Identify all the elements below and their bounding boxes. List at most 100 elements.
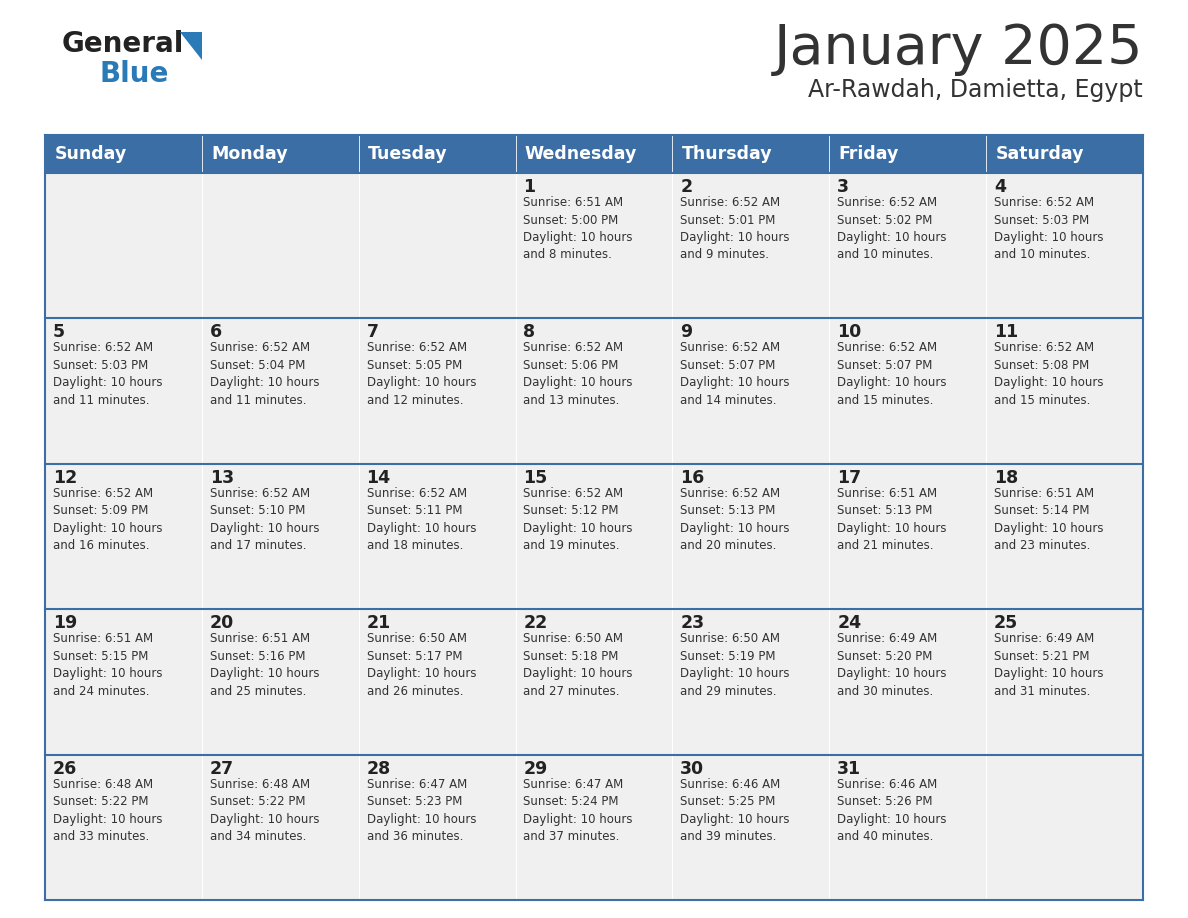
Text: Sunrise: 6:52 AM
Sunset: 5:08 PM
Daylight: 10 hours
and 15 minutes.: Sunrise: 6:52 AM Sunset: 5:08 PM Dayligh…: [994, 341, 1104, 407]
Text: Sunrise: 6:52 AM
Sunset: 5:09 PM
Daylight: 10 hours
and 16 minutes.: Sunrise: 6:52 AM Sunset: 5:09 PM Dayligh…: [52, 487, 163, 553]
Bar: [202, 755, 359, 900]
Bar: [359, 610, 516, 755]
Text: Sunrise: 6:52 AM
Sunset: 5:06 PM
Daylight: 10 hours
and 13 minutes.: Sunrise: 6:52 AM Sunset: 5:06 PM Dayligh…: [524, 341, 633, 407]
Text: Sunrise: 6:50 AM
Sunset: 5:17 PM
Daylight: 10 hours
and 26 minutes.: Sunrise: 6:50 AM Sunset: 5:17 PM Dayligh…: [367, 633, 476, 698]
Bar: [45, 173, 202, 319]
Text: Sunrise: 6:48 AM
Sunset: 5:22 PM
Daylight: 10 hours
and 34 minutes.: Sunrise: 6:48 AM Sunset: 5:22 PM Dayligh…: [210, 778, 320, 843]
Text: Friday: Friday: [839, 145, 899, 163]
Text: Sunrise: 6:51 AM
Sunset: 5:16 PM
Daylight: 10 hours
and 25 minutes.: Sunrise: 6:51 AM Sunset: 5:16 PM Dayligh…: [210, 633, 320, 698]
Text: 25: 25: [994, 614, 1018, 633]
Bar: [359, 135, 516, 173]
Text: 21: 21: [367, 614, 391, 633]
Bar: [359, 173, 516, 319]
Bar: [202, 173, 359, 319]
Bar: [45, 319, 202, 464]
Bar: [516, 755, 672, 900]
Bar: [672, 319, 829, 464]
Bar: [45, 464, 202, 610]
Text: Sunrise: 6:49 AM
Sunset: 5:20 PM
Daylight: 10 hours
and 30 minutes.: Sunrise: 6:49 AM Sunset: 5:20 PM Dayligh…: [838, 633, 947, 698]
Text: Wednesday: Wednesday: [525, 145, 637, 163]
Bar: [516, 135, 672, 173]
Text: Ar-Rawdah, Damietta, Egypt: Ar-Rawdah, Damietta, Egypt: [808, 78, 1143, 102]
Text: Sunrise: 6:51 AM
Sunset: 5:14 PM
Daylight: 10 hours
and 23 minutes.: Sunrise: 6:51 AM Sunset: 5:14 PM Dayligh…: [994, 487, 1104, 553]
Bar: [516, 173, 672, 319]
Text: 7: 7: [367, 323, 379, 341]
Text: Sunrise: 6:52 AM
Sunset: 5:12 PM
Daylight: 10 hours
and 19 minutes.: Sunrise: 6:52 AM Sunset: 5:12 PM Dayligh…: [524, 487, 633, 553]
Text: 26: 26: [52, 759, 77, 778]
Text: 6: 6: [210, 323, 222, 341]
Text: 4: 4: [994, 178, 1006, 196]
Text: 27: 27: [210, 759, 234, 778]
Bar: [672, 173, 829, 319]
Text: Sunrise: 6:52 AM
Sunset: 5:07 PM
Daylight: 10 hours
and 14 minutes.: Sunrise: 6:52 AM Sunset: 5:07 PM Dayligh…: [681, 341, 790, 407]
Text: 28: 28: [367, 759, 391, 778]
Bar: [202, 610, 359, 755]
Text: Blue: Blue: [100, 60, 170, 88]
Bar: [986, 464, 1143, 610]
Text: Sunrise: 6:52 AM
Sunset: 5:03 PM
Daylight: 10 hours
and 10 minutes.: Sunrise: 6:52 AM Sunset: 5:03 PM Dayligh…: [994, 196, 1104, 262]
Bar: [986, 755, 1143, 900]
Text: 23: 23: [681, 614, 704, 633]
Bar: [359, 464, 516, 610]
Text: 5: 5: [52, 323, 65, 341]
Text: Sunday: Sunday: [55, 145, 127, 163]
Text: Sunrise: 6:51 AM
Sunset: 5:00 PM
Daylight: 10 hours
and 8 minutes.: Sunrise: 6:51 AM Sunset: 5:00 PM Dayligh…: [524, 196, 633, 262]
Text: 19: 19: [52, 614, 77, 633]
Text: 3: 3: [838, 178, 849, 196]
Text: Sunrise: 6:48 AM
Sunset: 5:22 PM
Daylight: 10 hours
and 33 minutes.: Sunrise: 6:48 AM Sunset: 5:22 PM Dayligh…: [52, 778, 163, 843]
Bar: [829, 319, 986, 464]
Text: Sunrise: 6:51 AM
Sunset: 5:15 PM
Daylight: 10 hours
and 24 minutes.: Sunrise: 6:51 AM Sunset: 5:15 PM Dayligh…: [52, 633, 163, 698]
Text: 15: 15: [524, 469, 548, 487]
Text: Sunrise: 6:49 AM
Sunset: 5:21 PM
Daylight: 10 hours
and 31 minutes.: Sunrise: 6:49 AM Sunset: 5:21 PM Dayligh…: [994, 633, 1104, 698]
Text: 2: 2: [681, 178, 693, 196]
Text: 12: 12: [52, 469, 77, 487]
Bar: [359, 755, 516, 900]
Bar: [829, 173, 986, 319]
Text: General: General: [62, 30, 184, 58]
Text: Sunrise: 6:47 AM
Sunset: 5:23 PM
Daylight: 10 hours
and 36 minutes.: Sunrise: 6:47 AM Sunset: 5:23 PM Dayligh…: [367, 778, 476, 843]
Text: 13: 13: [210, 469, 234, 487]
Bar: [45, 610, 202, 755]
Text: Sunrise: 6:52 AM
Sunset: 5:13 PM
Daylight: 10 hours
and 20 minutes.: Sunrise: 6:52 AM Sunset: 5:13 PM Dayligh…: [681, 487, 790, 553]
Text: 1: 1: [524, 178, 536, 196]
Polygon shape: [181, 32, 202, 60]
Bar: [829, 610, 986, 755]
Text: Sunrise: 6:52 AM
Sunset: 5:03 PM
Daylight: 10 hours
and 11 minutes.: Sunrise: 6:52 AM Sunset: 5:03 PM Dayligh…: [52, 341, 163, 407]
Bar: [829, 135, 986, 173]
Text: Sunrise: 6:50 AM
Sunset: 5:19 PM
Daylight: 10 hours
and 29 minutes.: Sunrise: 6:50 AM Sunset: 5:19 PM Dayligh…: [681, 633, 790, 698]
Text: Sunrise: 6:52 AM
Sunset: 5:01 PM
Daylight: 10 hours
and 9 minutes.: Sunrise: 6:52 AM Sunset: 5:01 PM Dayligh…: [681, 196, 790, 262]
Text: 29: 29: [524, 759, 548, 778]
Bar: [672, 610, 829, 755]
Text: 16: 16: [681, 469, 704, 487]
Bar: [672, 135, 829, 173]
Bar: [516, 464, 672, 610]
Text: Sunrise: 6:52 AM
Sunset: 5:07 PM
Daylight: 10 hours
and 15 minutes.: Sunrise: 6:52 AM Sunset: 5:07 PM Dayligh…: [838, 341, 947, 407]
Bar: [672, 755, 829, 900]
Bar: [986, 610, 1143, 755]
Text: 14: 14: [367, 469, 391, 487]
Text: January 2025: January 2025: [773, 22, 1143, 76]
Text: Sunrise: 6:51 AM
Sunset: 5:13 PM
Daylight: 10 hours
and 21 minutes.: Sunrise: 6:51 AM Sunset: 5:13 PM Dayligh…: [838, 487, 947, 553]
Bar: [986, 319, 1143, 464]
Bar: [202, 464, 359, 610]
Text: Sunrise: 6:52 AM
Sunset: 5:05 PM
Daylight: 10 hours
and 12 minutes.: Sunrise: 6:52 AM Sunset: 5:05 PM Dayligh…: [367, 341, 476, 407]
Text: 20: 20: [210, 614, 234, 633]
Text: 17: 17: [838, 469, 861, 487]
Bar: [516, 319, 672, 464]
Bar: [672, 464, 829, 610]
Bar: [829, 464, 986, 610]
Text: 31: 31: [838, 759, 861, 778]
Text: Sunrise: 6:52 AM
Sunset: 5:04 PM
Daylight: 10 hours
and 11 minutes.: Sunrise: 6:52 AM Sunset: 5:04 PM Dayligh…: [210, 341, 320, 407]
Text: 24: 24: [838, 614, 861, 633]
Text: 8: 8: [524, 323, 536, 341]
Bar: [45, 135, 202, 173]
Bar: [202, 319, 359, 464]
Text: Thursday: Thursday: [682, 145, 772, 163]
Text: 22: 22: [524, 614, 548, 633]
Text: Monday: Monday: [211, 145, 287, 163]
Text: 10: 10: [838, 323, 861, 341]
Text: Sunrise: 6:46 AM
Sunset: 5:25 PM
Daylight: 10 hours
and 39 minutes.: Sunrise: 6:46 AM Sunset: 5:25 PM Dayligh…: [681, 778, 790, 843]
Bar: [829, 755, 986, 900]
Text: Saturday: Saturday: [996, 145, 1085, 163]
Text: Sunrise: 6:52 AM
Sunset: 5:02 PM
Daylight: 10 hours
and 10 minutes.: Sunrise: 6:52 AM Sunset: 5:02 PM Dayligh…: [838, 196, 947, 262]
